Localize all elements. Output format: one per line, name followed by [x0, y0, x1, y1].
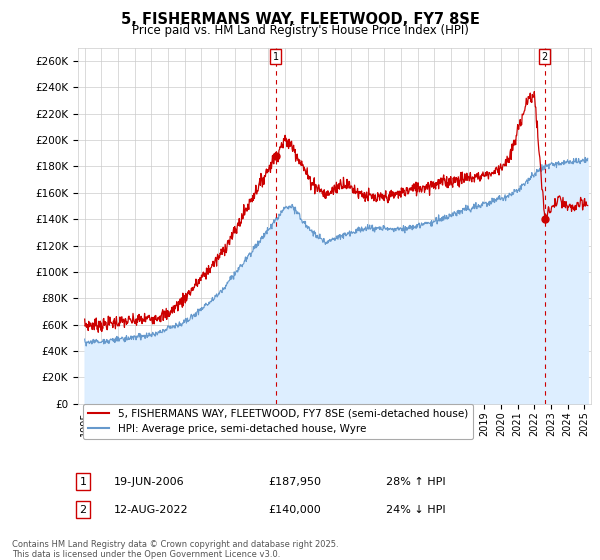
Text: Contains HM Land Registry data © Crown copyright and database right 2025.
This d: Contains HM Land Registry data © Crown c…	[12, 540, 338, 559]
Text: 2: 2	[542, 52, 548, 62]
Text: 1: 1	[272, 52, 279, 62]
Text: 5, FISHERMANS WAY, FLEETWOOD, FY7 8SE: 5, FISHERMANS WAY, FLEETWOOD, FY7 8SE	[121, 12, 479, 27]
Text: 24% ↓ HPI: 24% ↓ HPI	[386, 505, 445, 515]
Text: 2: 2	[80, 505, 86, 515]
Text: 19-JUN-2006: 19-JUN-2006	[114, 477, 185, 487]
Text: 1: 1	[80, 477, 86, 487]
Text: Price paid vs. HM Land Registry's House Price Index (HPI): Price paid vs. HM Land Registry's House …	[131, 24, 469, 37]
Text: £140,000: £140,000	[268, 505, 320, 515]
Text: 12-AUG-2022: 12-AUG-2022	[114, 505, 188, 515]
Text: 28% ↑ HPI: 28% ↑ HPI	[386, 477, 445, 487]
Legend: 5, FISHERMANS WAY, FLEETWOOD, FY7 8SE (semi-detached house), HPI: Average price,: 5, FISHERMANS WAY, FLEETWOOD, FY7 8SE (s…	[83, 404, 473, 439]
Text: £187,950: £187,950	[268, 477, 321, 487]
